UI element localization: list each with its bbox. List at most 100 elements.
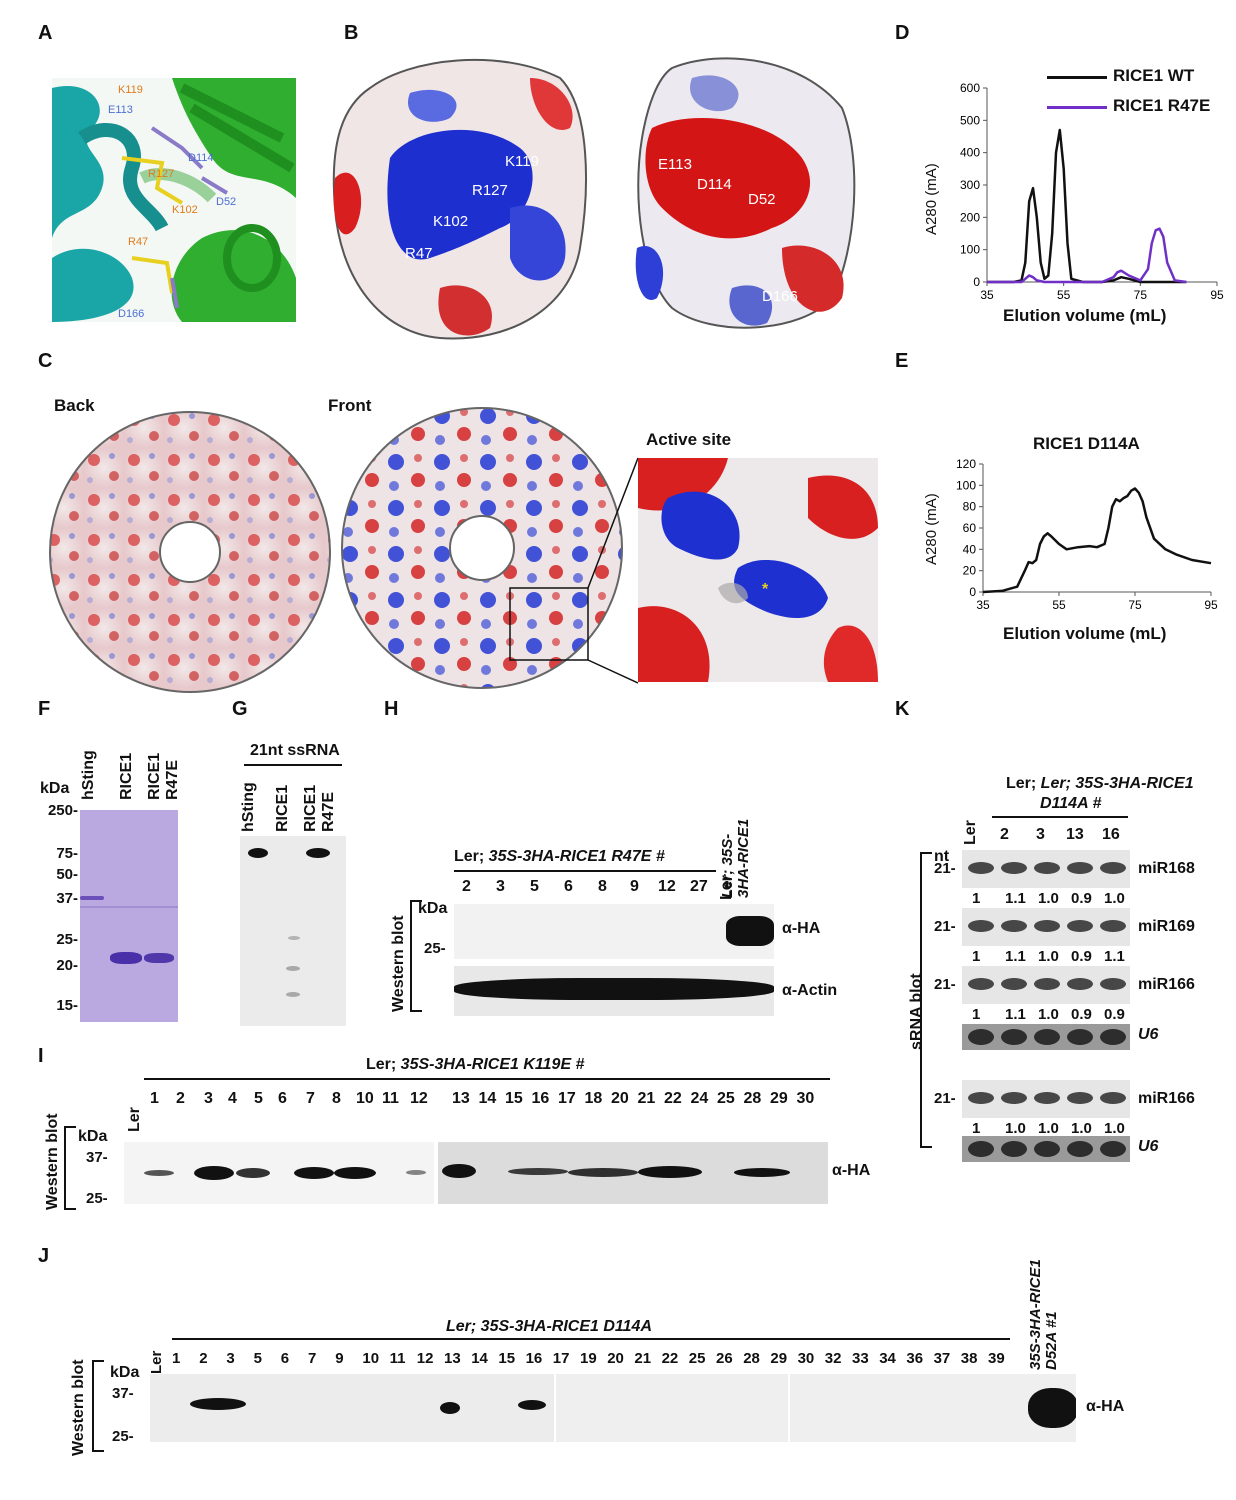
panel-f-markers: 250- 75- 50- 37- 25- 20- 15- [40, 800, 78, 1020]
blot-band [1001, 862, 1027, 874]
y-tick-label: 600 [960, 81, 980, 95]
blot-j-d52a-band [1028, 1388, 1076, 1428]
panel-k-blots: 21- miR168 1 1.1 1.0 0.9 1.0 21- miR169 1 1.1 1.0 0.… [930, 848, 1230, 1162]
panel-j-marker-37: 37- [112, 1385, 134, 1402]
panel-label-d: D [895, 22, 910, 44]
lane-label: 3 [204, 1090, 213, 1107]
marker-label: 21- [934, 1090, 956, 1107]
panel-i-header: Ler; 35S-3HA-RICE1 K119E # [366, 1056, 585, 1073]
lane-label: 6 [280, 1350, 290, 1367]
panel-label-a: A [38, 22, 53, 44]
lane-label: 9 [335, 1350, 344, 1367]
lane-hsting-f: hSting [80, 750, 97, 800]
blot-h-actin [454, 966, 774, 1016]
lane-label: 24 [690, 1090, 709, 1107]
panel-h-antibody-ha: α-HA [782, 920, 821, 937]
surface-left-graphic [332, 58, 587, 340]
gel-band-r47e [144, 953, 174, 963]
panel-h-header: Ler; 35S-3HA-RICE1 R47E # [454, 848, 665, 865]
panel-label-f: F [38, 698, 51, 720]
coomassie-gel [80, 810, 178, 1022]
blot-band [1100, 1092, 1126, 1104]
panel-j-kda: kDa [110, 1364, 140, 1381]
x-tick-label: 35 [980, 288, 994, 302]
active-site-zoom: * [638, 458, 878, 682]
quantification-value: 1.0 [1005, 1120, 1026, 1137]
mirna-blot [962, 1080, 1130, 1118]
panel-i-lanes: Ler 1 2 3 4 5 6 7 8 10 11 12 13 14 15 16 17 18 20 21 22 24 25 2… [120, 1090, 830, 1140]
gel-band-rice1 [110, 952, 142, 964]
quantification-value: 0.9 [1104, 1006, 1125, 1023]
ssrna-band-hsting [248, 848, 268, 858]
residue-r127-label: R127 [472, 182, 508, 199]
blot-band [968, 1029, 994, 1045]
quantification-value: 0.9 [1071, 890, 1092, 907]
blot-band [1034, 862, 1060, 874]
chart-d: 0 100 200 300 400 500 600 35 55 75 95 Elution volu… [915, 60, 1225, 350]
quantification-value: 1.1 [1005, 948, 1026, 965]
chart-e: RICE1 D114A 0 20 40 60 80 100 120 35 55 75 95 Elut… [915, 430, 1225, 660]
blot-band [1034, 978, 1060, 990]
x-tick-label: 55 [1052, 598, 1066, 612]
y-tick-label: 60 [963, 521, 977, 535]
chart-d-ylabel: A280 (mA) [923, 163, 940, 235]
lane-label: 17 [552, 1350, 570, 1367]
chart-e-svg: 0 20 40 60 80 100 120 35 55 75 95 [956, 457, 1218, 612]
marker-label: 21- [934, 918, 956, 935]
blot-band [1034, 1092, 1060, 1104]
panel-k-lane-2: 2 [1000, 826, 1009, 843]
lane-label: 1 [172, 1350, 181, 1367]
lane-rice1-f: RICE1 [118, 752, 135, 800]
panel-label-b: B [344, 22, 359, 44]
panel-label-j: J [38, 1245, 50, 1267]
lane-label: 37 [933, 1350, 951, 1367]
panel-label-k: K [895, 698, 910, 720]
lane-label: 21 [637, 1090, 656, 1107]
panel-i-kda: kDa [78, 1128, 108, 1145]
chart-e-title: RICE1 D114A [1033, 434, 1140, 453]
quantification-value: 1.1 [1005, 1006, 1026, 1023]
residue-d166: D166 [118, 308, 145, 320]
lane-label: Ler [126, 1107, 143, 1132]
y-tick-label: 20 [963, 564, 977, 578]
residue-e113-label: E113 [658, 156, 692, 173]
quantification-value: 1.1 [1104, 948, 1125, 965]
lane-label: 14 [478, 1090, 497, 1107]
panel-i-marker-37: 37- [86, 1149, 108, 1166]
panel-i-antibody: α-HA [832, 1162, 871, 1179]
lane-label: 8 [332, 1090, 341, 1107]
blot-i-right [438, 1142, 828, 1204]
quantification-value: 0.9 [1071, 948, 1092, 965]
panel-k-header2: D114A # [1040, 795, 1102, 812]
blot-row-label: miR166 [1138, 976, 1195, 993]
lane-label: 8 [598, 878, 607, 895]
hexamer-front [338, 404, 630, 692]
blot-j-3 [790, 1374, 1076, 1442]
lane-label: 17 [558, 1090, 576, 1107]
panel-j-marker-25: 25- [112, 1428, 134, 1445]
blot-band [1100, 920, 1126, 932]
y-tick-label: 120 [956, 457, 976, 471]
y-tick-label: 0 [969, 585, 976, 599]
x-tick-label: 95 [1210, 288, 1224, 302]
blot-band [1067, 1141, 1093, 1157]
chart-e-ylabel: A280 (mA) [923, 493, 940, 565]
lane-label: 14 [471, 1350, 488, 1367]
blot-band [1001, 920, 1027, 932]
y-tick-label: 80 [963, 500, 977, 514]
active-site-label: Active site [646, 430, 732, 449]
lane-label: 4 [228, 1090, 237, 1107]
blot-band [1001, 1092, 1027, 1104]
lane-label: 3 [496, 878, 505, 895]
blot-band [1067, 1029, 1093, 1045]
chart-e-xlabel: Elution volume (mL) [1003, 624, 1167, 643]
panel-h-side-label: Western blot [390, 915, 407, 1012]
y-tick-label: 200 [960, 210, 980, 224]
lane-label: 30 [796, 1090, 815, 1107]
panel-f-kda: kDa [40, 780, 70, 797]
blot-band [1100, 1141, 1126, 1157]
blot-band [1034, 1029, 1060, 1045]
marker-label: 21- [934, 860, 956, 877]
lane-label: 34 [879, 1350, 896, 1367]
lane-label: 11 [389, 1350, 406, 1367]
